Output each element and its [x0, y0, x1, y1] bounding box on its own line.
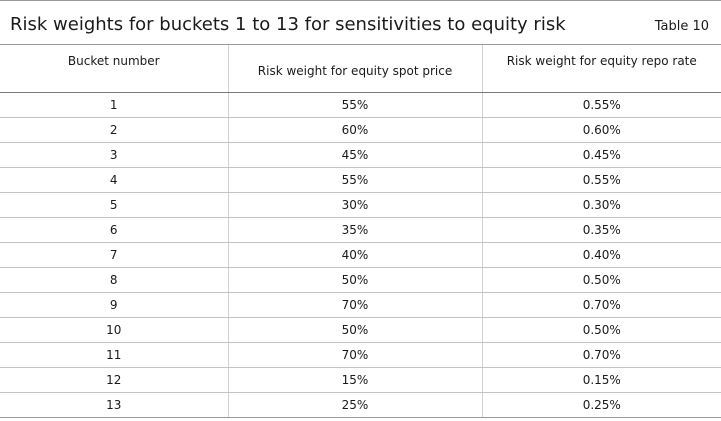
spot-price-weight-cell: 70% — [227, 342, 482, 368]
spot-price-weight-cell: 45% — [227, 142, 482, 168]
spot-price-weight-cell: 30% — [227, 192, 482, 218]
table-row: 7 40% 0.40% — [0, 242, 721, 268]
table-row: 12 15% 0.15% — [0, 367, 721, 393]
spot-price-weight-cell: 35% — [227, 217, 482, 243]
repo-rate-weight-cell: 0.35% — [481, 217, 721, 243]
table-row: 11 70% 0.70% — [0, 342, 721, 368]
bucket-number-cell: 11 — [0, 342, 228, 368]
repo-rate-weight-cell: 0.25% — [481, 392, 721, 418]
table-row: 4 55% 0.55% — [0, 167, 721, 193]
table-row: 13 25% 0.25% — [0, 392, 721, 418]
bucket-number-cell: 4 — [0, 167, 228, 193]
column-header-spot-price: Risk weight for equity spot price — [227, 45, 482, 93]
spot-price-weight-cell: 50% — [227, 317, 482, 343]
repo-rate-weight-cell: 0.45% — [481, 142, 721, 168]
bucket-number-cell: 7 — [0, 242, 228, 268]
header-row: Bucket number Risk weight for equity spo… — [0, 45, 721, 93]
table-number: Table 10 — [654, 19, 709, 34]
title-bar: Risk weights for buckets 1 to 13 for sen… — [0, 0, 721, 45]
spot-price-weight-cell: 40% — [227, 242, 482, 268]
table-row: 8 50% 0.50% — [0, 267, 721, 293]
bucket-number-cell: 10 — [0, 317, 228, 343]
bucket-number-cell: 13 — [0, 392, 228, 418]
table-row: 3 45% 0.45% — [0, 142, 721, 168]
repo-rate-weight-cell: 0.70% — [481, 342, 721, 368]
spot-price-weight-cell: 55% — [227, 167, 482, 193]
repo-rate-weight-cell: 0.55% — [481, 92, 721, 118]
bucket-number-cell: 5 — [0, 192, 228, 218]
repo-rate-weight-cell: 0.30% — [481, 192, 721, 218]
repo-rate-weight-cell: 0.60% — [481, 117, 721, 143]
table-row: 9 70% 0.70% — [0, 292, 721, 318]
bucket-number-cell: 2 — [0, 117, 228, 143]
repo-rate-weight-cell: 0.70% — [481, 292, 721, 318]
repo-rate-weight-cell: 0.55% — [481, 167, 721, 193]
bucket-number-cell: 1 — [0, 92, 228, 118]
repo-rate-weight-cell: 0.15% — [481, 367, 721, 393]
table-row: 10 50% 0.50% — [0, 317, 721, 343]
spot-price-weight-cell: 60% — [227, 117, 482, 143]
spot-price-weight-cell: 50% — [227, 267, 482, 293]
table-row: 6 35% 0.35% — [0, 217, 721, 243]
bucket-number-cell: 9 — [0, 292, 228, 318]
repo-rate-weight-cell: 0.40% — [481, 242, 721, 268]
spot-price-weight-cell: 25% — [227, 392, 482, 418]
table-title: Risk weights for buckets 1 to 13 for sen… — [10, 14, 566, 35]
column-header-bucket-number: Bucket number — [0, 45, 228, 93]
spot-price-weight-cell: 70% — [227, 292, 482, 318]
repo-rate-weight-cell: 0.50% — [481, 317, 721, 343]
table-row: 5 30% 0.30% — [0, 192, 721, 218]
repo-rate-weight-cell: 0.50% — [481, 267, 721, 293]
spot-price-weight-cell: 15% — [227, 367, 482, 393]
bucket-number-cell: 3 — [0, 142, 228, 168]
bucket-number-cell: 8 — [0, 267, 228, 293]
risk-weights-table: Bucket number Risk weight for equity spo… — [0, 45, 721, 418]
table-row: 1 55% 0.55% — [0, 92, 721, 118]
spot-price-weight-cell: 55% — [227, 92, 482, 118]
column-header-repo-rate: Risk weight for equity repo rate — [481, 45, 721, 93]
bucket-number-cell: 6 — [0, 217, 228, 243]
bucket-number-cell: 12 — [0, 367, 228, 393]
table-row: 2 60% 0.60% — [0, 117, 721, 143]
